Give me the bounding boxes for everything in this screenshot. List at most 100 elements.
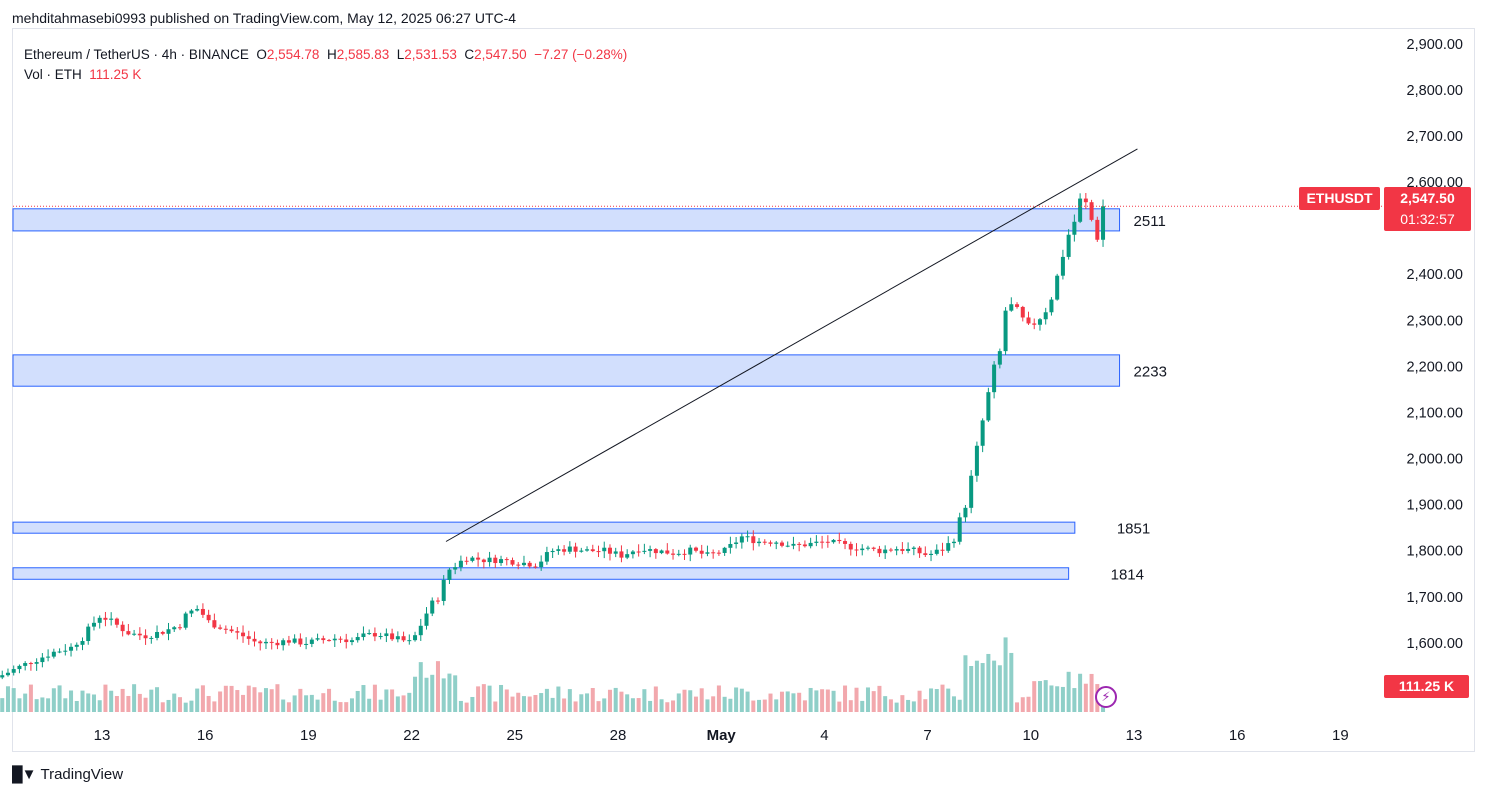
volume-bar bbox=[871, 691, 876, 712]
volume-bar bbox=[602, 698, 607, 712]
candle-body bbox=[757, 541, 762, 544]
volume-bar bbox=[212, 701, 217, 712]
candle-body bbox=[0, 675, 5, 678]
candle-body bbox=[401, 636, 406, 641]
volume-bar bbox=[241, 694, 246, 712]
volume-bar bbox=[361, 685, 366, 712]
candle-body bbox=[716, 552, 721, 554]
volume-bar bbox=[1043, 680, 1048, 712]
volume-bar bbox=[189, 700, 194, 712]
volume-bar bbox=[69, 690, 74, 712]
last-price-tag: 2,547.50 01:32:57 bbox=[1384, 187, 1471, 231]
volume-bar bbox=[648, 700, 653, 712]
candle-body bbox=[17, 665, 22, 670]
volume-bar bbox=[963, 655, 968, 712]
price-tick-label: 1,800.00 bbox=[1407, 544, 1463, 560]
volume-bar bbox=[802, 700, 807, 712]
candle-body bbox=[11, 669, 16, 673]
candle-body bbox=[705, 552, 710, 554]
volume-bar bbox=[430, 674, 435, 712]
volume-bar bbox=[252, 687, 257, 712]
tradingview-brand[interactable]: █▼ TradingView bbox=[12, 766, 123, 783]
lightning-icon[interactable]: ⚡ bbox=[1095, 686, 1117, 708]
candle-body bbox=[625, 554, 630, 558]
volume-bar bbox=[883, 696, 888, 712]
candle-body bbox=[825, 541, 830, 543]
volume-bar bbox=[705, 699, 710, 712]
volume-bar bbox=[768, 693, 773, 712]
price-tick-label: 2,300.00 bbox=[1407, 313, 1463, 329]
candle-body bbox=[797, 543, 802, 545]
candle-body bbox=[544, 552, 549, 562]
volume-bar bbox=[46, 698, 51, 712]
candle-body bbox=[711, 552, 716, 554]
candle-body bbox=[567, 546, 572, 552]
candle-body bbox=[246, 636, 251, 639]
symbol-label[interactable]: Ethereum / TetherUS · 4h · BINANCE bbox=[24, 47, 249, 62]
volume-bar bbox=[229, 685, 234, 712]
candle-body bbox=[46, 656, 51, 658]
candle-body bbox=[263, 641, 268, 644]
volume-bar bbox=[258, 692, 263, 712]
candle-body bbox=[418, 625, 423, 636]
volume-bar bbox=[636, 698, 641, 712]
chart-frame[interactable] bbox=[12, 28, 1475, 752]
candle-body bbox=[132, 633, 137, 635]
candle-body bbox=[785, 545, 790, 547]
volume-label[interactable]: Vol · ETH bbox=[24, 67, 82, 82]
volume-bar bbox=[401, 695, 406, 712]
volume-bar bbox=[447, 673, 452, 712]
volume-bar bbox=[751, 700, 756, 712]
candle-body bbox=[831, 539, 836, 543]
candle-body bbox=[160, 632, 165, 634]
volume-bar bbox=[34, 699, 39, 712]
support-resistance-zones: 2511 2233 1851 1814 bbox=[12, 208, 1167, 584]
volume-bar bbox=[298, 688, 303, 712]
candle-body bbox=[80, 641, 85, 645]
candle-body bbox=[728, 543, 733, 548]
candle-body bbox=[63, 650, 68, 652]
candle-body bbox=[504, 559, 509, 561]
volume-bar bbox=[951, 696, 956, 712]
volume-bar bbox=[837, 701, 842, 712]
candle-body bbox=[688, 547, 693, 555]
candle-body bbox=[768, 542, 773, 544]
volume-bar bbox=[338, 702, 343, 712]
candle-body bbox=[510, 560, 515, 565]
volume-bar bbox=[413, 676, 418, 712]
volume-bar bbox=[579, 694, 584, 712]
candle-body bbox=[28, 663, 33, 665]
volume-bar bbox=[596, 701, 601, 712]
volume-bar bbox=[126, 695, 131, 712]
candle-body bbox=[917, 547, 922, 554]
candle-body bbox=[659, 550, 664, 554]
candle-body bbox=[1072, 221, 1077, 235]
volume-bar bbox=[11, 688, 16, 712]
candle-body bbox=[309, 639, 314, 644]
volume-bar bbox=[825, 689, 830, 712]
volume-bar bbox=[1089, 673, 1094, 712]
candle-body bbox=[607, 547, 612, 554]
candle-body bbox=[1060, 256, 1065, 276]
candle-body bbox=[820, 541, 825, 543]
candle-body bbox=[298, 638, 303, 645]
candle-body bbox=[155, 632, 160, 638]
volume-bar bbox=[304, 695, 309, 712]
candle-body bbox=[149, 637, 154, 639]
close-label: C bbox=[464, 47, 475, 62]
volume-bar bbox=[585, 693, 590, 712]
candle-body bbox=[281, 640, 286, 646]
candle-body bbox=[814, 541, 819, 543]
candle-body bbox=[923, 553, 928, 556]
volume-bar bbox=[659, 699, 664, 712]
change-value: −7.27 (−0.28%) bbox=[534, 47, 628, 62]
volume-bar bbox=[40, 697, 45, 712]
volume-bar bbox=[155, 687, 160, 712]
volume-bar bbox=[527, 696, 532, 712]
volume-bar bbox=[969, 665, 974, 712]
time-tick-label: 22 bbox=[403, 727, 420, 744]
candle-body bbox=[137, 633, 142, 636]
last-price-value: 2,547.50 bbox=[1400, 190, 1455, 206]
candle-body bbox=[166, 629, 171, 634]
